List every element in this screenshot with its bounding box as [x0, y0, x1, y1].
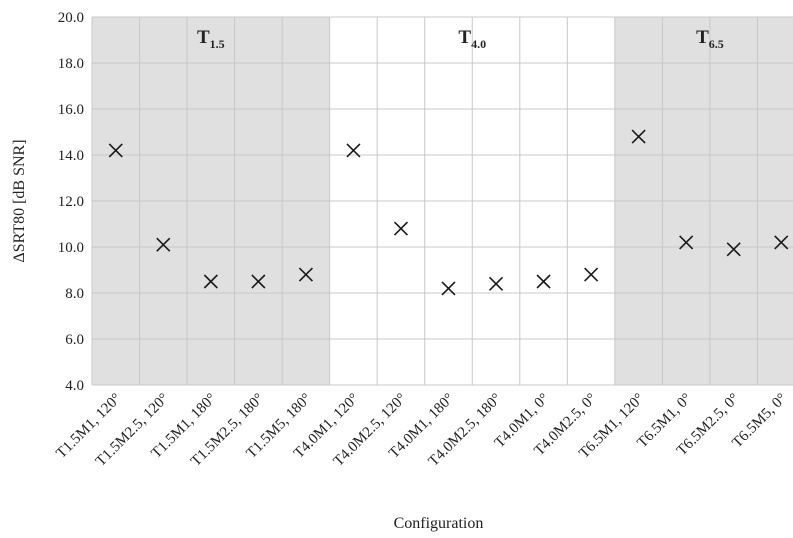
y-tick-label-1: 6.0 — [65, 332, 84, 348]
group-label-sub-1: 4.0 — [471, 37, 486, 51]
group-label-sub-0: 1.5 — [210, 37, 225, 51]
y-tick-label-2: 8.0 — [65, 286, 84, 302]
data-point-10 — [585, 268, 598, 281]
group-label-main-2: T — [696, 27, 709, 48]
x-axis-title: Configuration — [394, 515, 484, 532]
group-label-main-0: T — [197, 27, 210, 48]
y-axis-title: ΔSRT80 [dB SNR] — [11, 139, 28, 262]
x-axis-category-labels: T1.5M1, 120°T1.5M2.5, 120°T1.5M1, 180°T1… — [53, 391, 790, 470]
y-tick-label-8: 20.0 — [58, 10, 84, 26]
data-point-9 — [537, 275, 550, 288]
group-label-sub-2: 6.5 — [709, 37, 724, 51]
y-tick-label-6: 16.0 — [58, 102, 84, 118]
y-tick-label-0: 4.0 — [65, 378, 84, 394]
data-point-8 — [490, 277, 503, 290]
y-tick-label-3: 10.0 — [58, 240, 84, 256]
y-tick-label-5: 14.0 — [58, 148, 84, 164]
group-label-main-1: T — [458, 27, 471, 48]
data-point-6 — [394, 222, 407, 235]
y-tick-label-4: 12.0 — [58, 194, 84, 210]
y-axis-tick-labels: 4.0 6.0 8.0 10.0 12.0 14.0 16.0 18.0 20.0 — [58, 10, 84, 394]
y-tick-label-7: 18.0 — [58, 56, 84, 72]
